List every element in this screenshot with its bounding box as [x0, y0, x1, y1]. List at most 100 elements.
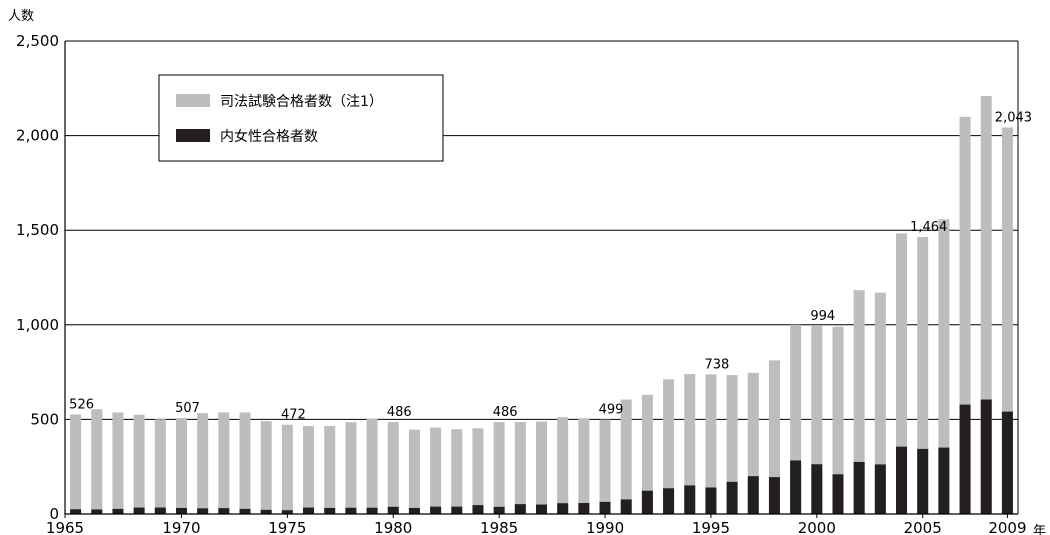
y-tick-label: 0: [49, 505, 59, 523]
bar-female-2004: [896, 446, 908, 514]
bar-total-1969: [154, 419, 166, 514]
bar-total-1991: [620, 399, 632, 514]
bar-female-1995: [705, 487, 717, 514]
bar-female-2009: [1001, 411, 1013, 514]
x-tick-label: 1975: [268, 519, 306, 535]
bar-female-1967: [112, 508, 124, 514]
y-tick-label: 2,000: [16, 127, 59, 145]
bar-total-2001: [832, 326, 844, 514]
bar-total-2002: [853, 290, 865, 514]
bar-total-1994: [684, 373, 696, 514]
bar-female-1994: [684, 485, 696, 514]
bar-female-1971: [197, 508, 209, 514]
bar-female-1982: [430, 506, 442, 514]
bar-female-1997: [747, 476, 759, 514]
bar-total-1985: [493, 422, 505, 514]
data-label-1980: 486: [387, 405, 412, 420]
bar-total-2009: [1001, 127, 1013, 514]
data-label-2009: 2,043: [995, 110, 1032, 125]
bar-total-2005: [917, 237, 929, 514]
bar-total-1979: [366, 418, 378, 514]
bar-total-1968: [133, 414, 145, 514]
bar-female-1965: [70, 509, 82, 514]
x-tick-label: 1980: [374, 519, 412, 535]
x-tick-label: 1995: [692, 519, 730, 535]
legend-label-total: 司法試験合格者数（注1）: [220, 94, 383, 110]
bar-total-2008: [980, 96, 992, 515]
bar-female-1974: [260, 509, 272, 514]
bar-total-1980: [387, 422, 399, 514]
x-tick-label: 2009: [988, 519, 1026, 535]
x-tick-label: 2000: [798, 519, 836, 535]
bar-total-1986: [514, 422, 526, 514]
bar-total-1976: [303, 426, 315, 514]
bar-total-1996: [726, 375, 738, 514]
bar-total-2000: [811, 325, 823, 514]
data-label-1975: 472: [281, 408, 306, 423]
bar-female-1986: [514, 504, 526, 514]
bar-female-1976: [303, 507, 315, 514]
bar-total-2006: [938, 219, 950, 515]
bar-total-1982: [430, 427, 442, 514]
bar-female-1989: [578, 503, 590, 514]
bar-female-1983: [451, 506, 463, 514]
bar-total-1973: [239, 412, 251, 514]
bar-female-1980: [387, 506, 399, 514]
y-tick-label: 1,500: [16, 221, 59, 239]
bar-female-1981: [408, 507, 420, 514]
bar-total-1997: [747, 372, 759, 514]
legend-label-female: 内女性合格者数: [220, 128, 318, 145]
bar-female-2001: [832, 474, 844, 514]
bar-total-1983: [451, 429, 463, 514]
bar-total-1978: [345, 422, 357, 514]
bar-female-1985: [493, 506, 505, 514]
bar-total-1989: [578, 418, 590, 514]
x-tick-label: 2005: [904, 519, 942, 535]
bar-female-1970: [175, 507, 187, 514]
bar-total-1972: [218, 412, 230, 514]
bar-female-2000: [811, 464, 823, 514]
bar-female-1999: [790, 460, 802, 514]
x-tick-label: 1970: [162, 519, 200, 535]
y-axis-unit-label: 人数: [8, 9, 34, 24]
data-label-1965: 526: [69, 397, 94, 412]
legend-box: [158, 74, 444, 162]
bar-total-1995: [705, 374, 717, 514]
data-label-2000: 994: [810, 309, 835, 324]
bar-female-2006: [938, 447, 950, 514]
bar-total-2003: [874, 292, 886, 514]
legend: 司法試験合格者数（注1） 内女性合格者数: [158, 74, 444, 162]
bar-female-1969: [154, 507, 166, 514]
bar-female-2003: [874, 464, 886, 514]
bar-total-2007: [959, 116, 971, 514]
bar-female-1975: [281, 510, 293, 514]
data-label-1970: 507: [175, 401, 200, 416]
bar-female-1993: [663, 488, 675, 514]
legend-swatch-female: [176, 129, 210, 142]
data-label-1990: 499: [599, 403, 624, 418]
x-tick-label: 1985: [480, 519, 518, 535]
bar-female-1973: [239, 508, 251, 514]
bar-female-1966: [91, 509, 103, 514]
bar-female-1990: [599, 501, 611, 514]
axes: 0 500 1,000 1,500 2,000 2,500 1965 1970 1975 1980…: [16, 32, 1026, 535]
bar-female-1991: [620, 499, 632, 514]
bar-female-1968: [133, 507, 145, 514]
bars: [70, 96, 1013, 515]
bar-female-1987: [536, 504, 547, 514]
y-tick-label: 1,000: [16, 316, 59, 334]
bar-total-1974: [260, 421, 272, 514]
bar-total-1977: [324, 426, 336, 514]
bar-total-1975: [281, 424, 293, 514]
y-tick-label: 2,500: [16, 32, 59, 50]
data-label-1985: 486: [493, 405, 518, 420]
data-label-1995: 738: [705, 357, 730, 372]
bar-female-2007: [959, 404, 971, 514]
x-tick-label: 1990: [586, 519, 624, 535]
bar-total-1971: [197, 413, 209, 514]
bar-total-1988: [557, 417, 569, 514]
bar-female-2002: [853, 461, 865, 514]
bar-total-2004: [896, 233, 908, 515]
data-label-2005: 1,464: [910, 220, 947, 235]
